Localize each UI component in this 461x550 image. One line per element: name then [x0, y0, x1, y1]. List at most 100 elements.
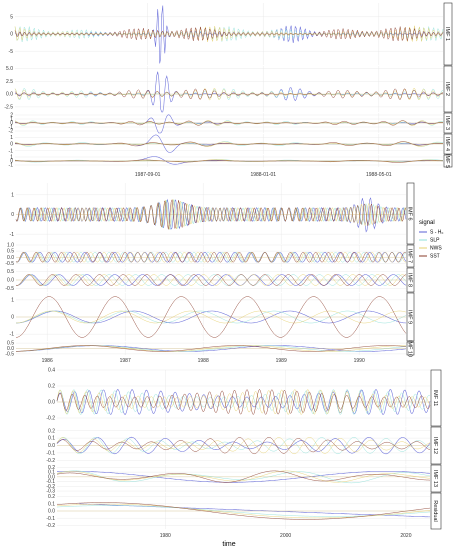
y-tick-label: 5.0 [6, 66, 13, 72]
y-tick-label: -2 [9, 129, 14, 135]
strip-label: IMF 13 [432, 470, 438, 487]
strip-box [443, 112, 453, 134]
legend-label: SST [430, 254, 440, 260]
panel-imf-2: 5.0 2.5 0.0 -2.5 IMF 2 [4, 65, 453, 113]
series-line-nws [15, 274, 407, 286]
strip-label: IMF 1 [444, 27, 450, 41]
y-tick-label: 0.0 [6, 92, 13, 98]
y-tick-label: -1 [10, 332, 15, 338]
y-tick-label: -0.2 [46, 458, 55, 464]
strip-label: IMF 5 [444, 154, 450, 168]
panel-imf-4: 10-1 IMF 4 [9, 133, 453, 155]
series-line-nws [15, 252, 407, 263]
series-line-sst [57, 502, 431, 520]
panel-background [57, 465, 430, 492]
strip-label: IMF 3 [444, 116, 450, 130]
y-tick-label: 0.0 [48, 443, 55, 449]
y-tick-label: 0.4 [48, 368, 55, 374]
y-tick-label: 0.0 [7, 278, 14, 284]
series-line-s-h0 [56, 389, 431, 415]
y-tick-label: 5 [10, 14, 13, 20]
series-line-sst [14, 26, 444, 42]
x-tick-label: 1986 [42, 358, 53, 364]
y-tick-label: 0.0 [48, 474, 55, 480]
series-line-sst [16, 345, 406, 352]
strip-box [443, 65, 453, 113]
series-line-s-h0 [16, 310, 407, 324]
series-line-sst [14, 141, 444, 147]
legend-label: S - H₀ [430, 230, 443, 236]
series-line-sst [14, 88, 443, 100]
y-tick-label: 1 [10, 155, 13, 161]
y-tick-label: 0 [11, 212, 14, 218]
y-tick-label: -1 [9, 163, 14, 169]
x-tick-label: 1988-05-01 [366, 172, 392, 178]
y-tick-label: 1 [10, 117, 13, 123]
y-tick-label: 0 [10, 32, 13, 38]
strip-label: IMF 8 [407, 273, 413, 287]
y-tick-label: -0.2 [46, 484, 55, 490]
series-line-nws [56, 437, 431, 455]
series-line-sst [15, 199, 407, 230]
series-line-slp [56, 437, 431, 455]
strip-box [406, 292, 415, 342]
y-tick-label: 0.2 [48, 494, 55, 500]
y-tick-label: 2.5 [6, 79, 13, 85]
legend-label: SLP [430, 238, 440, 244]
x-tick-label: 1989 [276, 358, 287, 364]
x-tick-label: 1987-09-01 [135, 172, 161, 178]
series-line-slp [14, 87, 444, 100]
strip-box [406, 182, 415, 245]
series-line-s-h0 [56, 436, 431, 455]
x-tick-label: 1980 [160, 533, 171, 539]
legend-item-sst: SST [419, 254, 440, 260]
panel-imf-1: 5 0 -5 IMF 1 [9, 2, 453, 66]
strip-box [406, 244, 415, 268]
y-tick-label: -0.1 [46, 516, 55, 522]
panel-imf-5: 10-1 IMF 5 [9, 154, 453, 169]
y-tick-label: -0.5 [5, 286, 14, 292]
strip-label: IMF 9 [407, 310, 413, 324]
y-tick-label: -0.2 [46, 416, 55, 422]
y-tick-label: 0 [10, 142, 13, 148]
y-tick-label: 0.5 [7, 249, 14, 255]
panel-imf-3: 210-1-2 IMF 3 [9, 112, 453, 135]
y-tick-label: -1 [9, 125, 14, 131]
strip-box [406, 267, 415, 293]
series-line-sst [56, 437, 431, 455]
y-tick-label: -0.5 [5, 352, 14, 358]
y-tick-label: 0.2 [48, 428, 55, 434]
x-axis-label: time [222, 541, 235, 548]
series-line-slp [16, 310, 407, 324]
series-line-slp [15, 198, 407, 230]
y-tick-label: 0.2 [48, 465, 55, 471]
y-tick-label: -1 [9, 148, 14, 154]
panel-residual: 0.20.1 0.0-0.1-0.2 Residual [46, 492, 442, 530]
y-tick-label: 0 [10, 159, 13, 165]
panel-imf-9: 1 0 -1 IMF 9 [10, 292, 415, 342]
x-tick-label: 2020 [400, 533, 411, 539]
y-tick-label: -0.5 [5, 261, 14, 267]
series-line-nws [56, 389, 431, 416]
series-line-slp [56, 470, 431, 484]
y-tick-label: 0.0 [7, 346, 14, 352]
y-tick-label: 2 [10, 113, 13, 119]
panel-imf-10: 0.50.0-0.5 IMF 10 [5, 340, 415, 358]
y-tick-label: 1.0 [7, 243, 14, 249]
strip-label: IMF 10 [407, 340, 413, 357]
strip-label: IMF 12 [432, 437, 438, 454]
strip-label: Residual [432, 500, 438, 521]
series-line-sst [56, 470, 430, 483]
y-tick-label: -1 [10, 232, 15, 238]
y-tick-label: 1 [11, 192, 14, 198]
strip-label: IMF 2 [444, 82, 450, 96]
y-tick-label: 0.1 [48, 501, 55, 507]
y-tick-label: 0.0 [48, 400, 55, 406]
strip-box [443, 154, 453, 168]
y-tick-label: 1 [10, 135, 13, 141]
series-line-nws [57, 503, 431, 519]
